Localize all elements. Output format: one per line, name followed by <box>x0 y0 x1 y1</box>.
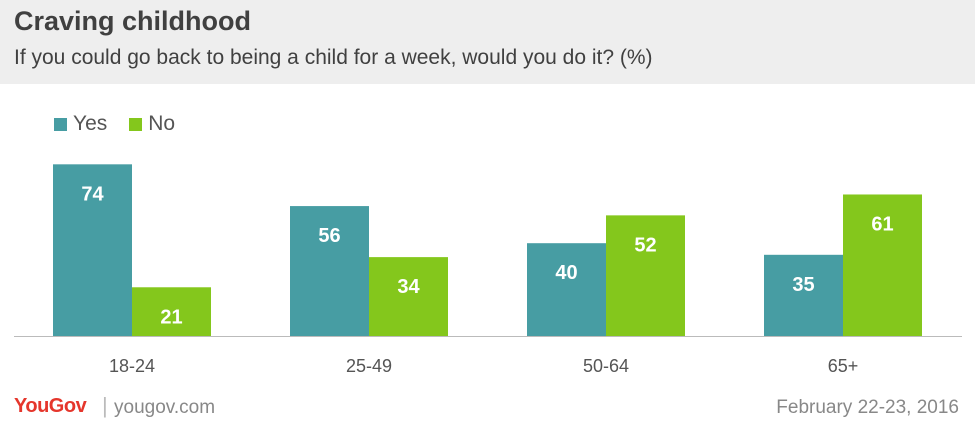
legend-swatch-yes <box>54 117 67 131</box>
yougov-logo: YouGov <box>14 395 87 417</box>
bar-yes-18-24 <box>53 164 132 336</box>
legend-swatch-no <box>129 117 143 131</box>
data-label-no-50-64: 52 <box>634 234 656 256</box>
data-label-yes-65+: 35 <box>792 274 814 296</box>
data-label-yes-25-49: 56 <box>318 225 340 247</box>
legend: Yes No <box>54 112 197 136</box>
footer-separator: | <box>102 393 108 418</box>
x-tick-label-18-24: 18-24 <box>109 356 155 376</box>
bar-no-18-24 <box>132 287 211 336</box>
footer-site-link[interactable]: yougov.com <box>114 397 216 418</box>
legend-item-yes: Yes <box>54 112 107 136</box>
legend-label-yes: Yes <box>73 112 108 135</box>
data-label-yes-50-64: 40 <box>555 262 577 284</box>
bar-yes-50-64 <box>527 243 606 336</box>
chart-subtitle: If you could go back to being a child fo… <box>14 46 653 69</box>
bar-no-65+ <box>843 194 922 336</box>
x-tick-label-25-49: 25-49 <box>346 356 392 376</box>
data-label-yes-18-24: 74 <box>81 183 104 205</box>
bar-yes-25-49 <box>290 206 369 336</box>
bar-yes-65+ <box>764 254 843 336</box>
bar-no-50-64 <box>606 215 685 336</box>
legend-label-no: No <box>148 112 176 135</box>
x-tick-label-65+: 65+ <box>828 356 859 376</box>
header-band: Craving childhood If you could go back t… <box>0 0 975 84</box>
bar-no-25-49 <box>369 257 448 336</box>
data-label-no-25-49: 34 <box>397 276 420 298</box>
data-label-no-18-24: 21 <box>160 306 182 328</box>
footer-date: February 22-23, 2016 <box>776 397 959 418</box>
x-tick-label-50-64: 50-64 <box>583 356 629 376</box>
chart-title: Craving childhood <box>14 6 252 36</box>
data-label-no-65+: 61 <box>871 213 893 235</box>
legend-item-no: No <box>129 112 175 136</box>
